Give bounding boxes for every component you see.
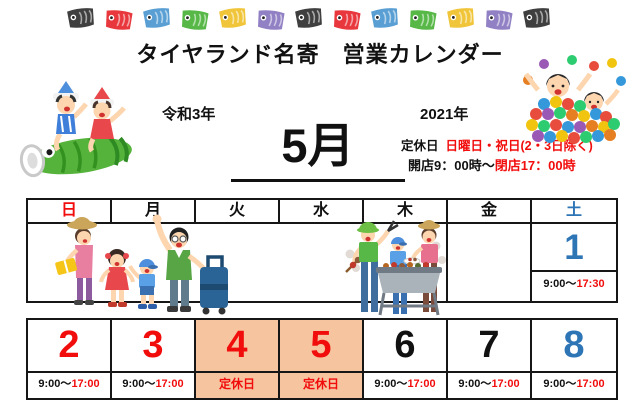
koinobori-riders-illustration	[19, 81, 132, 178]
day-8-hours: 9:00～17:00	[532, 373, 616, 398]
weekday-header-fri: 金	[448, 200, 532, 224]
weekday-header-row: 日 月 火 水 木 金 土	[28, 200, 616, 224]
koinobori-flag-icon	[179, 7, 211, 32]
day-number-3: 3	[112, 320, 196, 373]
day-number-7: 7	[448, 320, 532, 373]
koinobori-flag-icon	[331, 7, 363, 32]
calendar-week1-table: 日 月 火 水 木 金 土 1 9:00～17:30	[26, 198, 618, 303]
day-1-hours-end: 17:30	[576, 278, 605, 290]
day-6-hours: 9:00～17:00	[364, 373, 448, 398]
day-7-hours: 9:00～17:00	[448, 373, 532, 398]
koinobori-flag-icon	[65, 5, 97, 30]
day-6-hours-end: 17:00	[407, 378, 436, 390]
calendar-week2-table: 2 3 4 5 6 7 8 9:00～17:00 9:00～17:00 定休日 …	[26, 318, 618, 400]
weekday-header-wed: 水	[280, 200, 364, 224]
day-7-hours-start: 9:00～	[458, 378, 492, 390]
closed-days-value: 日曜日・祝日(2・3日除く)	[445, 139, 593, 153]
day-3-hours-start: 9:00～	[122, 378, 156, 390]
day-number-5: 5	[280, 320, 364, 373]
koinobori-flag-icon	[483, 7, 515, 32]
day-number-4: 4	[196, 320, 280, 373]
kid-one	[523, 72, 593, 97]
day-number-8: 8	[532, 320, 616, 373]
weekday-header-sat: 土	[532, 200, 616, 224]
day-2-hours-start: 9:00～	[38, 378, 72, 390]
week1-illustration-cell	[28, 224, 448, 301]
day-3-hours-end: 17:00	[155, 378, 184, 390]
koinobori-flag-icon	[445, 5, 477, 30]
opening-hours-line: 開店9：00時～閉店17：00時	[401, 156, 637, 175]
weekday-header-thu: 木	[364, 200, 448, 224]
day-3-hours: 9:00～17:00	[112, 373, 196, 398]
weekday-header-mon: 月	[112, 200, 196, 224]
closed-days-line: 定休日 日曜日・祝日(2・3日除く)	[401, 137, 637, 156]
poster-title: タイヤランド名寄 営業カレンダー	[136, 42, 504, 67]
day-7-hours-end: 17:00	[491, 378, 520, 390]
day-1-hours-start: 9:00～	[543, 278, 577, 290]
weekday-header-sun: 日	[28, 200, 112, 224]
day-6-hours-start: 9:00～	[374, 378, 408, 390]
day-number-2: 2	[28, 320, 112, 373]
day-number-6: 6	[364, 320, 448, 373]
day-2-hours-end: 17:00	[71, 378, 100, 390]
business-hours-notice: 定休日 日曜日・祝日(2・3日除く) 開店9：00時～閉店17：00時	[401, 137, 637, 175]
koinobori-flag-icon	[103, 7, 135, 32]
koinobori-banner	[66, 7, 552, 31]
day-number-1: 1	[532, 224, 616, 272]
boy-rider	[53, 81, 88, 152]
koinobori-flag-icon	[141, 5, 173, 30]
week1-friday-empty-cell	[448, 224, 532, 301]
kid-two	[584, 88, 620, 111]
day-4-closed-label: 定休日	[196, 373, 280, 398]
koinobori-flag-icon	[293, 5, 325, 30]
month-label: 5月	[231, 116, 405, 182]
day-1-hours: 9:00～17:30	[532, 272, 616, 301]
week1-row: 1 9:00～17:30	[28, 224, 616, 301]
koinobori-flag-icon	[369, 5, 401, 30]
opening-hours-close: 閉店17：00時	[494, 158, 576, 173]
day-8-hours-start: 9:00～	[543, 378, 577, 390]
western-year-label: 2021年	[420, 106, 469, 123]
closed-days-label: 定休日	[401, 139, 439, 153]
koinobori-flag-icon	[407, 7, 439, 32]
day-8-hours-end: 17:00	[576, 378, 605, 390]
weekday-header-tue: 火	[196, 200, 280, 224]
koinobori-flag-icon	[521, 5, 553, 30]
koinobori-flag-icon	[217, 5, 249, 30]
day-5-closed-label: 定休日	[280, 373, 364, 398]
koinobori-flag-icon	[255, 7, 287, 32]
girl-rider	[88, 87, 126, 153]
era-year-label: 令和3年	[162, 106, 216, 123]
day-cell-1: 1 9:00～17:30	[532, 224, 616, 301]
day-2-hours: 9:00～17:00	[28, 373, 112, 398]
opening-hours-open: 開店9：00時～	[408, 158, 495, 173]
